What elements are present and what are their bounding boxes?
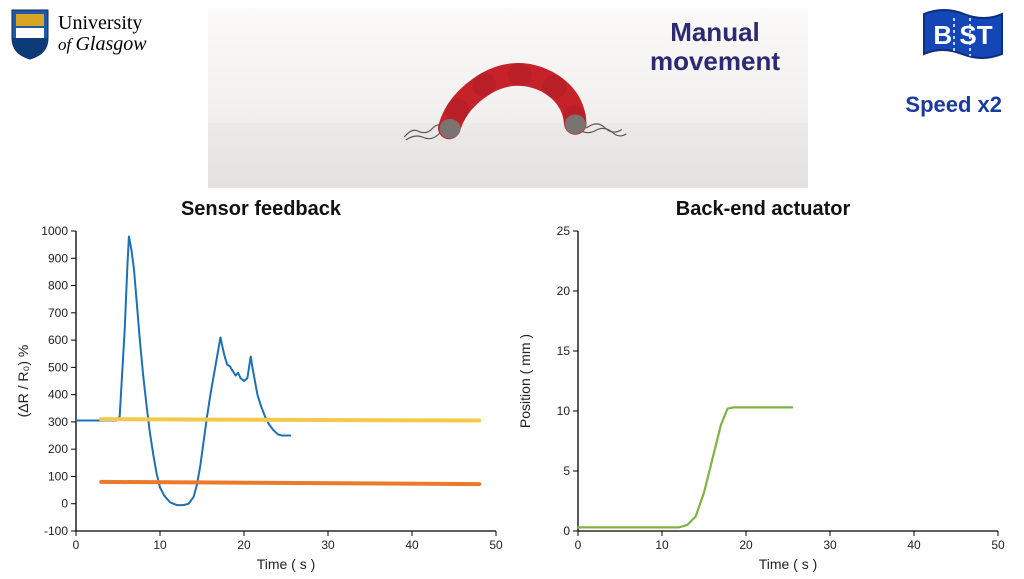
svg-text:30: 30 (823, 538, 837, 552)
sensor-chart-title: Sensor feedback (14, 198, 508, 221)
bst-logo-text: B ST (933, 20, 992, 50)
svg-text:Position ( mm ): Position ( mm ) (517, 334, 533, 428)
svg-text:400: 400 (48, 388, 68, 402)
svg-text:20: 20 (739, 538, 753, 552)
svg-text:Time ( s ): Time ( s ) (759, 556, 818, 572)
svg-text:(ΔR / R₀) %: (ΔR / R₀) % (15, 345, 31, 418)
svg-text:40: 40 (907, 538, 921, 552)
svg-text:Time ( s ): Time ( s ) (257, 556, 316, 572)
svg-text:1000: 1000 (41, 225, 68, 238)
svg-text:20: 20 (557, 284, 571, 298)
soft-actuator-icon (358, 56, 668, 146)
svg-text:-100: -100 (44, 524, 68, 538)
actuator-chart-title: Back-end actuator (516, 198, 1010, 221)
photo-title: Manual movement (650, 18, 780, 75)
svg-text:900: 900 (48, 251, 68, 265)
sensor-chart-plot: 0 10 20 30 40 50 -100 0 100 200 300 400 500 600 700 800… (14, 225, 508, 575)
university-name-line1: University (58, 13, 147, 34)
svg-text:200: 200 (48, 442, 68, 456)
svg-text:0: 0 (563, 524, 570, 538)
svg-text:800: 800 (48, 279, 68, 293)
actuator-chart-plot: 0 10 20 30 40 50 0 5 10 15 20 25 Time ( s ) Position … (516, 225, 1010, 575)
svg-text:30: 30 (321, 538, 335, 552)
actuator-chart: Back-end actuator 0 10 20 30 40 50 0 5 10 15 20 25 T… (516, 198, 1010, 575)
svg-text:25: 25 (557, 225, 571, 238)
svg-text:15: 15 (557, 344, 571, 358)
experiment-photo: Manual movement (208, 8, 808, 188)
svg-text:40: 40 (405, 538, 419, 552)
header: University of Glasgow Manual movement (0, 0, 1024, 195)
photo-title-line1: Manual (650, 18, 780, 47)
svg-text:100: 100 (48, 469, 68, 483)
svg-text:50: 50 (489, 538, 503, 552)
svg-text:0: 0 (575, 538, 582, 552)
svg-text:0: 0 (61, 497, 68, 511)
speed-label: Speed x2 (905, 92, 1002, 118)
svg-text:0: 0 (73, 538, 80, 552)
svg-text:10: 10 (153, 538, 167, 552)
svg-text:20: 20 (237, 538, 251, 552)
svg-text:300: 300 (48, 415, 68, 429)
svg-text:10: 10 (557, 404, 571, 418)
university-name: University of Glasgow (58, 13, 147, 55)
bst-logo-icon: B ST (920, 6, 1006, 66)
svg-text:500: 500 (48, 360, 68, 374)
svg-text:700: 700 (48, 306, 68, 320)
charts-row: Sensor feedback 01020304050-100010020030… (0, 198, 1024, 575)
svg-text:50: 50 (991, 538, 1005, 552)
svg-text:10: 10 (655, 538, 669, 552)
university-logo: University of Glasgow (10, 8, 147, 60)
sensor-chart: Sensor feedback 0 10 20 30 40 50 -100 0 100 200 30… (14, 198, 508, 575)
svg-text:600: 600 (48, 333, 68, 347)
shield-icon (10, 8, 50, 60)
svg-text:5: 5 (563, 464, 570, 478)
photo-title-line2: movement (650, 47, 780, 76)
university-name-line2: of Glasgow (58, 34, 147, 55)
